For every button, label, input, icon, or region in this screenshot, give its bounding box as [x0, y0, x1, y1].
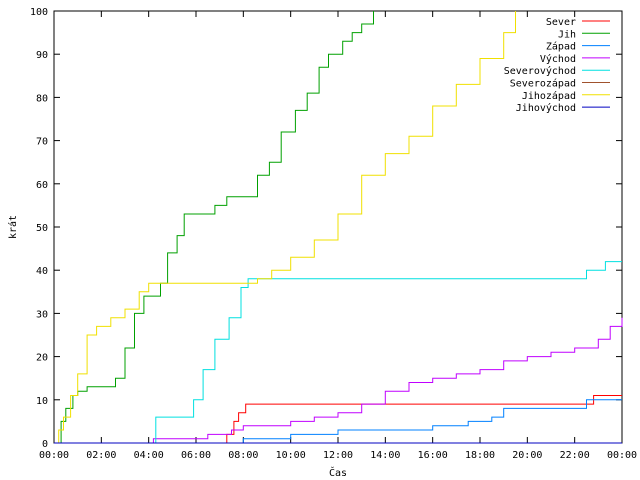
y-tick-label: 0: [42, 439, 48, 450]
x-tick-label: 06:00: [181, 450, 211, 461]
x-tick-label: 12:00: [323, 450, 353, 461]
x-tick-label: 08:00: [228, 450, 258, 461]
legend: SeverJihZápadVýchodSeverovýchodSeverozáp…: [504, 17, 610, 114]
series-line-východ: [54, 317, 623, 444]
series-line-sever: [54, 395, 622, 444]
y-tick-label: 30: [36, 309, 48, 320]
series-line-jih: [54, 11, 374, 444]
y-tick-label: 50: [36, 223, 48, 234]
x-axis: 00:00 02:00 04:00 06:00 08:00 10:00 12:00 14:00…: [39, 11, 637, 461]
legend-label: Severovýchod: [504, 65, 576, 77]
legend-label: Jih: [558, 29, 576, 40]
series-line-severovýchod: [54, 261, 622, 444]
x-tick-label: 20:00: [512, 450, 542, 461]
x-tick-label: 00:00: [39, 450, 69, 461]
y-tick-label: 70: [36, 137, 48, 148]
y-tick-label: 40: [36, 266, 48, 277]
x-axis-title: Čas: [329, 466, 347, 479]
x-tick-label: 16:00: [418, 450, 448, 461]
y-tick-label: 100: [30, 7, 48, 18]
legend-label: Západ: [546, 41, 576, 53]
y-tick-label: 90: [36, 50, 48, 61]
x-tick-label: 10:00: [276, 450, 306, 461]
series-line-západ: [54, 399, 622, 444]
legend-label: Jihovýchod: [516, 102, 576, 114]
series-layer: [54, 11, 623, 444]
x-tick-label: 18:00: [465, 450, 495, 461]
x-tick-label: 14:00: [370, 450, 400, 461]
x-tick-label: 22:00: [560, 450, 590, 461]
legend-label: Jihozápad: [522, 90, 576, 102]
y-tick-label: 10: [36, 396, 48, 407]
legend-label: Severozápad: [510, 78, 576, 90]
x-tick-label: 04:00: [134, 450, 164, 461]
x-tick-label: 02:00: [86, 450, 116, 461]
series-line-jihozápad: [54, 11, 516, 444]
legend-label: Východ: [540, 53, 576, 65]
y-axis: 0 10 20 30 40 50 60 70 80 90 100: [30, 7, 622, 450]
y-tick-label: 80: [36, 93, 48, 104]
y-tick-label: 60: [36, 180, 48, 191]
y-tick-label: 20: [36, 353, 48, 364]
legend-label: Sever: [546, 17, 576, 28]
x-tick-label: 00:00: [607, 450, 637, 461]
y-axis-title: krát: [7, 215, 19, 239]
